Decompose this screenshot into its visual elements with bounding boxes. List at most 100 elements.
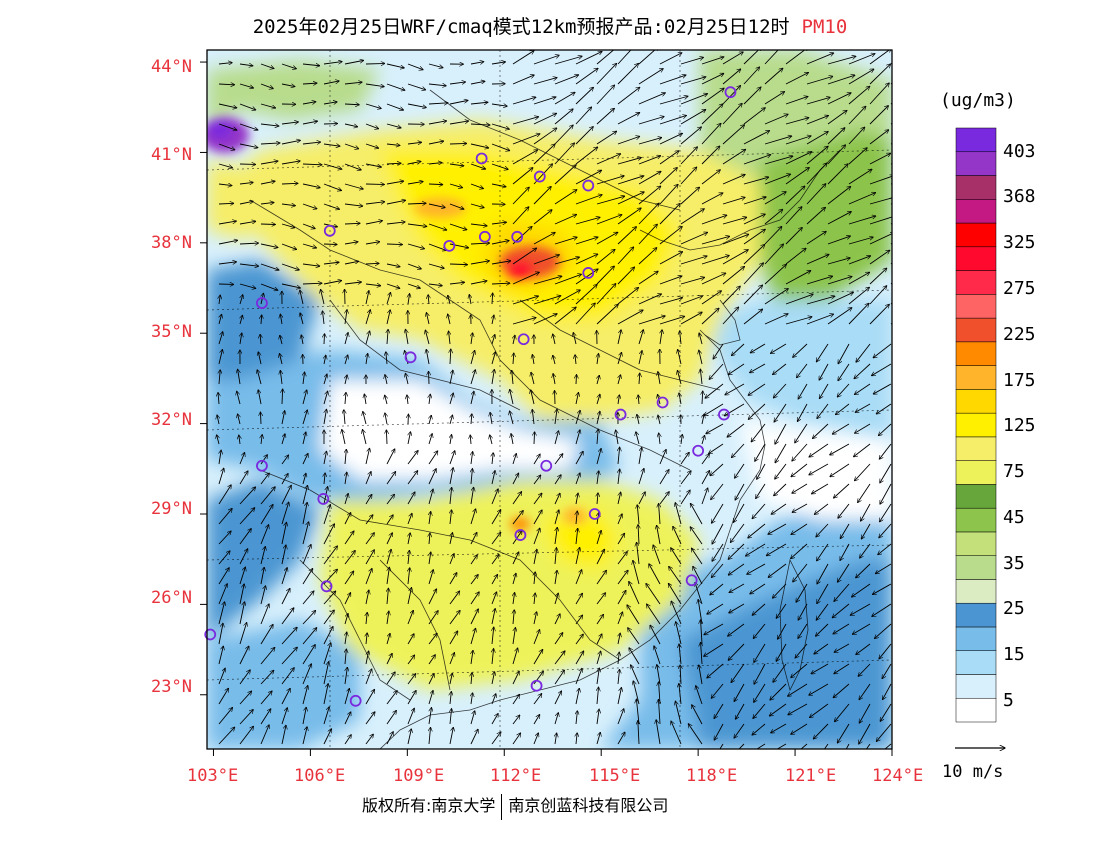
colorbar-swatch: [955, 175, 997, 200]
wind-vector: [636, 699, 640, 725]
wind-vector: [428, 708, 431, 725]
wind-vector: [859, 723, 871, 744]
wind-vector: [575, 668, 582, 685]
wind-vector: [879, 523, 892, 538]
wind-vector: [869, 50, 891, 65]
wind-vector: [575, 237, 598, 245]
wind-vector: [827, 110, 847, 125]
wind-vector: [834, 643, 850, 652]
wind-vector: [491, 143, 510, 151]
wind-vector: [302, 522, 309, 545]
wind-vector: [750, 343, 766, 353]
wind-vector: [492, 453, 493, 465]
wind-vector: [729, 583, 745, 593]
wind-vector: [701, 104, 723, 125]
wind-vector: [345, 472, 347, 485]
city-marker: [478, 230, 491, 243]
wind-vector: [344, 550, 355, 565]
wind-vector: [533, 454, 540, 465]
wind-vector: [428, 63, 443, 68]
wind-vector: [386, 263, 400, 267]
wind-vector: [788, 703, 808, 715]
wind-vector: [425, 330, 430, 345]
wind-vector: [324, 355, 326, 365]
wind-vector: [848, 216, 876, 225]
wind-vector: [533, 715, 540, 725]
wind-vector: [428, 489, 433, 505]
wind-vector: [344, 712, 351, 725]
wind-vector: [470, 281, 487, 285]
wind-vector: [701, 454, 709, 465]
wind-vector: [365, 163, 381, 167]
wind-vector: [850, 603, 871, 615]
wind-vector: [365, 202, 385, 205]
wind-vector: [239, 726, 253, 745]
wind-vector: [872, 363, 892, 376]
wind-vector: [386, 710, 396, 725]
wind-vector: [890, 62, 892, 65]
wind-vector: [701, 642, 702, 665]
wind-vector: [302, 727, 307, 745]
wind-vector: [680, 490, 690, 505]
wind-vector: [752, 723, 766, 735]
wind-vector: [833, 683, 850, 698]
wind-vector: [691, 548, 703, 565]
wind-vector: [218, 584, 227, 605]
wind-vector: [533, 276, 562, 285]
wind-vector: [554, 190, 577, 205]
wind-vector: [490, 412, 492, 425]
wind-vector: [302, 83, 317, 84]
wind-vector: [365, 184, 384, 185]
wind-vector: [575, 430, 580, 445]
wind-vector: [260, 83, 273, 89]
wind-vector: [323, 643, 331, 665]
wind-vector: [785, 227, 802, 245]
wind-vector: [872, 583, 892, 594]
wind-vector: [449, 468, 453, 485]
wind-vector: [471, 452, 473, 465]
wind-vector: [575, 593, 582, 605]
wind-vector: [576, 392, 578, 405]
wind-vector: [365, 83, 384, 87]
wind-vector: [816, 343, 829, 362]
colorbar-swatch: [955, 222, 997, 248]
wind-vector: [738, 743, 745, 749]
wind-vector: [344, 261, 359, 265]
wind-vector: [890, 163, 892, 165]
wind-vector: [471, 333, 473, 345]
wind-vector: [386, 533, 392, 545]
wind-vector: [492, 369, 494, 385]
wind-vector: [302, 502, 307, 525]
wind-vector: [791, 523, 808, 534]
wind-vector: [218, 350, 222, 365]
wind-vector: [680, 277, 705, 285]
lat-label: 44°N: [151, 57, 192, 77]
lat-label: 26°N: [151, 588, 192, 608]
wind-vector: [533, 210, 552, 225]
wind-vector: [810, 703, 829, 718]
wind-vector: [554, 431, 559, 445]
wind-vector: [281, 668, 294, 685]
wind-vector: [596, 50, 615, 65]
wind-vector: [575, 147, 598, 165]
wind-vector: [627, 605, 640, 625]
city-marker: [656, 396, 669, 409]
wind-vector: [302, 485, 308, 505]
wind-vector: [302, 707, 306, 725]
wind-vector: [449, 100, 468, 105]
plot-frame: [206, 49, 893, 750]
wind-vector: [756, 483, 766, 499]
lat-label: 29°N: [151, 499, 192, 519]
wind-vector: [240, 315, 242, 325]
wind-vector: [218, 688, 229, 705]
wind-vector: [386, 310, 390, 325]
wind-vector: [239, 670, 250, 685]
wind-vector: [680, 296, 703, 305]
wind-vector: [260, 525, 269, 545]
wind-vector: [428, 243, 446, 250]
wind-vector: [470, 124, 490, 125]
wind-vector: [854, 383, 871, 394]
wind-vector: [533, 78, 557, 85]
wind-vector: [491, 261, 511, 265]
wind-vector: [300, 290, 304, 305]
